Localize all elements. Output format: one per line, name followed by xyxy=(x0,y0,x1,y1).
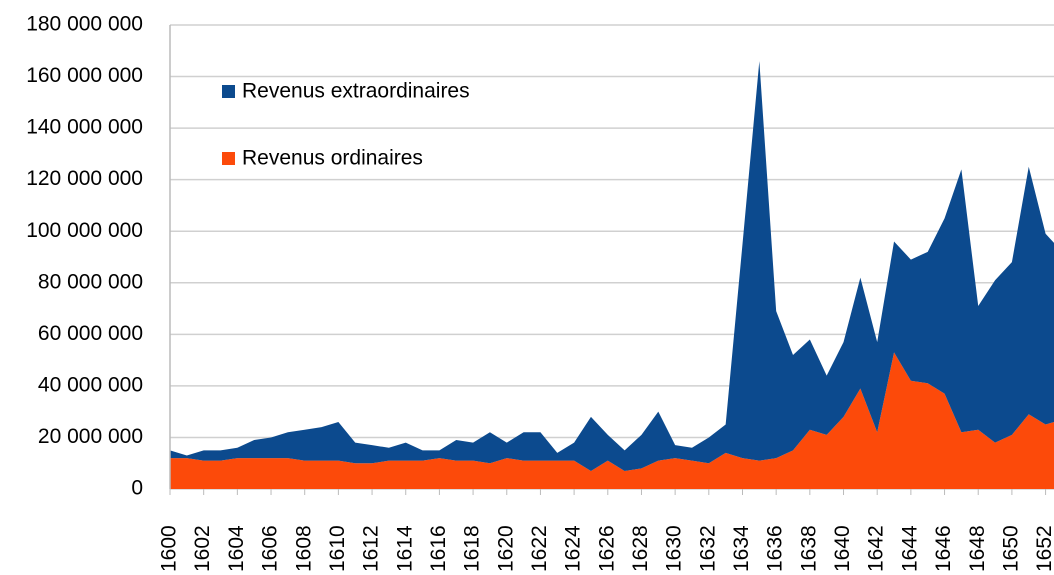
x-tick-label: 1622 xyxy=(528,525,551,572)
x-tick-label: 1604 xyxy=(225,525,248,572)
y-tick-label: 180 000 000 xyxy=(26,13,143,36)
y-tick-label: 160 000 000 xyxy=(26,64,143,87)
axes: 0 20 000 000 40 000 000 60 000 000 80 000 00… xyxy=(26,13,1054,572)
y-tick-label: 120 000 000 xyxy=(26,167,143,190)
x-tick-label: 1600 xyxy=(158,525,181,572)
x-tick-label: 1616 xyxy=(427,525,450,572)
x-tick-label: 1630 xyxy=(663,525,686,572)
x-tick-label: 1638 xyxy=(797,525,820,572)
x-tick-label: 1606 xyxy=(259,525,282,572)
x-tick-label: 1620 xyxy=(494,525,517,572)
x-tick-label: 1640 xyxy=(831,525,854,572)
x-tick-label: 1628 xyxy=(629,525,652,572)
x-tick-label: 1614 xyxy=(393,525,416,572)
x-tick-label: 1608 xyxy=(292,525,315,572)
x-tick-label: 1624 xyxy=(562,525,585,572)
x-tick-label: 1646 xyxy=(932,525,955,572)
y-tick-label: 0 xyxy=(131,477,143,500)
area xyxy=(170,352,1054,489)
y-tick-label: 20 000 000 xyxy=(38,425,143,448)
x-tick-label: 1642 xyxy=(865,525,888,572)
areas xyxy=(170,61,1054,489)
y-tick-label: 60 000 000 xyxy=(38,322,143,345)
y-tick-label: 40 000 000 xyxy=(38,373,143,396)
x-tick-label: 1610 xyxy=(326,525,349,572)
legend-label: Revenus extraordinaires xyxy=(242,80,470,103)
legend-swatch xyxy=(222,85,235,98)
x-tick-label: 1632 xyxy=(696,525,719,572)
x-tick-label: 1648 xyxy=(966,525,989,572)
y-tick-label: 140 000 000 xyxy=(26,116,143,139)
x-tick-label: 1626 xyxy=(595,525,618,572)
x-tick-label: 1650 xyxy=(999,525,1022,572)
x-tick-label: 1652 xyxy=(1033,525,1054,572)
y-tick-label: 80 000 000 xyxy=(38,270,143,293)
x-tick-label: 1602 xyxy=(191,525,214,572)
y-tick-label: 100 000 000 xyxy=(26,219,143,242)
x-tick-label: 1636 xyxy=(764,525,787,572)
x-tick-label: 1618 xyxy=(461,525,484,572)
x-tick-label: 1644 xyxy=(898,525,921,572)
area xyxy=(170,61,1054,471)
x-tick-label: 1612 xyxy=(360,525,383,572)
legend-label: Revenus ordinaires xyxy=(242,147,423,170)
x-tick-label: 1634 xyxy=(730,525,753,572)
legend-swatch xyxy=(222,152,235,165)
